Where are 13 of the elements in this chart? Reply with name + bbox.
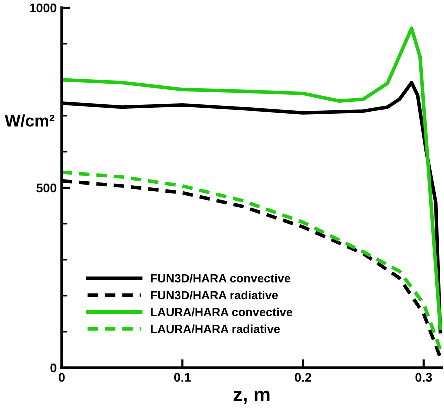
y-tick-label: 0	[50, 364, 57, 373]
x-tick-label: 0.2	[295, 373, 312, 382]
legend-label: LAURA/HARA convective	[151, 308, 293, 317]
y-axis-title: W/cm²	[5, 114, 55, 128]
y-tick-label: 1000	[30, 4, 57, 13]
legend-label: FUN3D/HARA radiative	[151, 290, 278, 300]
legend-label: LAURA/HARA radiative	[151, 324, 280, 334]
x-tick-label: 0.3	[416, 373, 432, 382]
x-tick-label: 0.1	[174, 373, 191, 382]
y-tick-label: 500	[36, 184, 57, 193]
legend-label: FUN3D/HARA convective	[151, 274, 291, 283]
x-tick-label: 0	[59, 373, 65, 382]
x-axis-title: z, m	[234, 390, 270, 404]
